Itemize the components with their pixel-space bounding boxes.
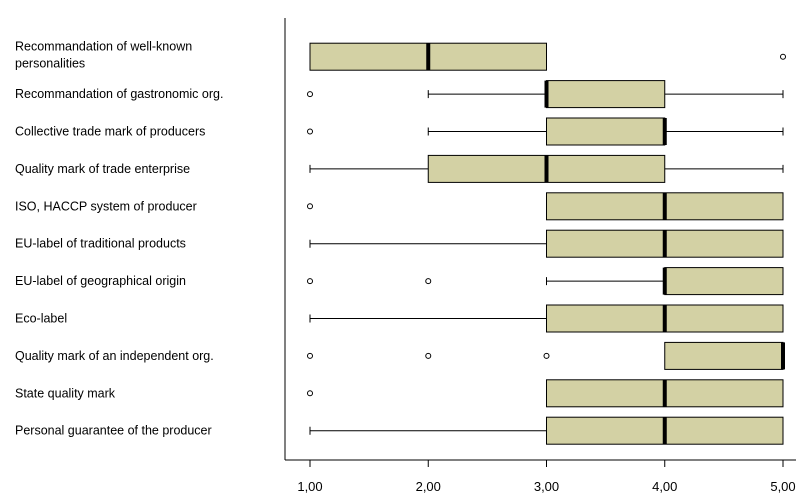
- category-label: Recommandation of gastronomic org.: [15, 87, 223, 101]
- outlier-point: [307, 91, 313, 98]
- outlier-point: [543, 352, 550, 359]
- box-row: [307, 117, 784, 146]
- category-label: State quality mark: [15, 386, 116, 400]
- outlier-point: [780, 53, 786, 60]
- category-label: Recommandation of well-known personalitie…: [15, 40, 192, 71]
- x-tick-label: 5,00: [770, 479, 795, 494]
- box-row: [307, 341, 785, 370]
- category-label: Eco-label: [15, 312, 67, 326]
- outlier-point: [307, 278, 313, 285]
- box-row: [307, 267, 784, 296]
- outlier-point: [307, 128, 313, 135]
- category-label: Personal guarantee of the producer: [15, 424, 212, 438]
- category-labels: Recommandation of well-known personalitie…: [15, 40, 223, 438]
- box-row: [309, 229, 784, 258]
- outlier-point: [307, 203, 313, 210]
- outlier-point: [425, 278, 432, 285]
- box-row: [307, 192, 784, 221]
- x-tick-label: 2,00: [416, 479, 441, 494]
- x-tick-label: 4,00: [652, 479, 677, 494]
- box-row: [309, 304, 784, 333]
- box-row: [307, 80, 784, 109]
- category-label: Quality mark of trade enterprise: [15, 162, 190, 176]
- box-iqr: [664, 267, 784, 296]
- category-label: EU-label of traditional products: [15, 237, 186, 251]
- box-iqr: [664, 341, 784, 370]
- category-label: ISO, HACCP system of producer: [15, 199, 197, 213]
- x-tick-label: 1,00: [297, 479, 322, 494]
- box-row: [309, 42, 786, 71]
- box-row: [309, 154, 784, 183]
- outlier-point: [307, 352, 313, 359]
- box-row: [307, 379, 784, 408]
- outlier-point: [307, 390, 313, 397]
- category-label: EU-label of geographical origin: [15, 274, 186, 288]
- x-tick-label: 3,00: [534, 479, 559, 494]
- box-iqr: [546, 80, 666, 109]
- outlier-point: [425, 352, 432, 359]
- plot-area: [307, 42, 786, 445]
- x-axis: 1,00 2,00 3,00 4,00 5,00: [297, 460, 796, 494]
- box-iqr: [546, 117, 666, 146]
- category-label: Collective trade mark of producers: [15, 125, 205, 139]
- box-row: [309, 416, 784, 445]
- category-label: Quality mark of an independent org.: [15, 349, 214, 363]
